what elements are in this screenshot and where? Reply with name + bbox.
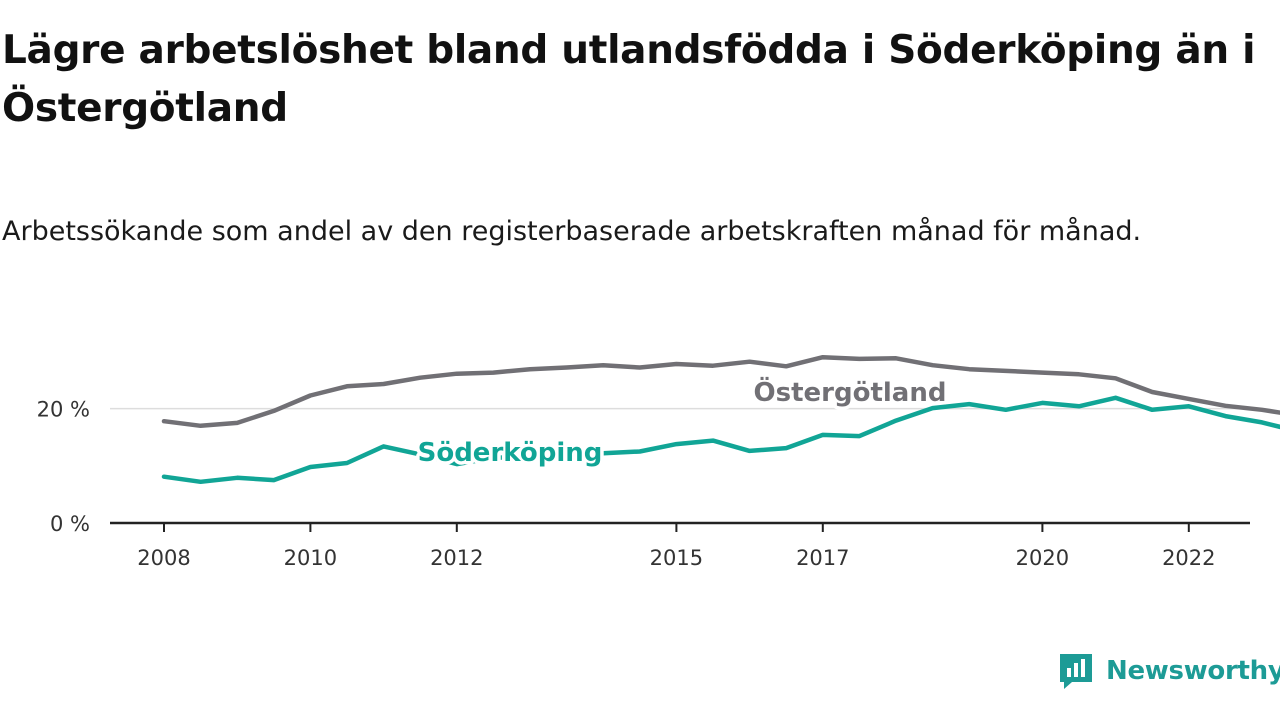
series-layer xyxy=(161,354,1280,485)
series-line-ostergotland xyxy=(161,354,1280,429)
x-tick-label: 2017 xyxy=(796,546,849,570)
x-tick-label: 2022 xyxy=(1162,546,1215,570)
y-tick-label: 20 % xyxy=(37,398,90,422)
brand-name: Newsworthy xyxy=(1106,656,1280,686)
x-tick-label: 2012 xyxy=(430,546,483,570)
y-tick-label: 0 % xyxy=(50,512,90,536)
chart-title: Lägre arbetslöshet bland utlandsfödda i … xyxy=(2,28,1256,131)
brand-logo: Newsworthy xyxy=(1058,652,1280,690)
x-tick-label: 2015 xyxy=(650,546,703,570)
series-name-label: Östergötland xyxy=(754,375,947,408)
series-name-label: Söderköping xyxy=(418,438,603,468)
series-line-soderkoping xyxy=(161,395,1280,485)
x-tick-label: 2020 xyxy=(1016,546,1069,570)
newsworthy-logo-icon xyxy=(1060,654,1092,689)
x-tick-label: 2010 xyxy=(284,546,337,570)
x-tick-label: 2008 xyxy=(137,546,190,570)
axis-layer: 0 %20 %20082010201220152017202020222024 xyxy=(37,398,1250,570)
line-chart: 0 %20 %20082010201220152017202020222024 … xyxy=(37,354,1280,570)
chart-subtitle: Arbetssökande som andel av den registerb… xyxy=(2,216,1142,247)
